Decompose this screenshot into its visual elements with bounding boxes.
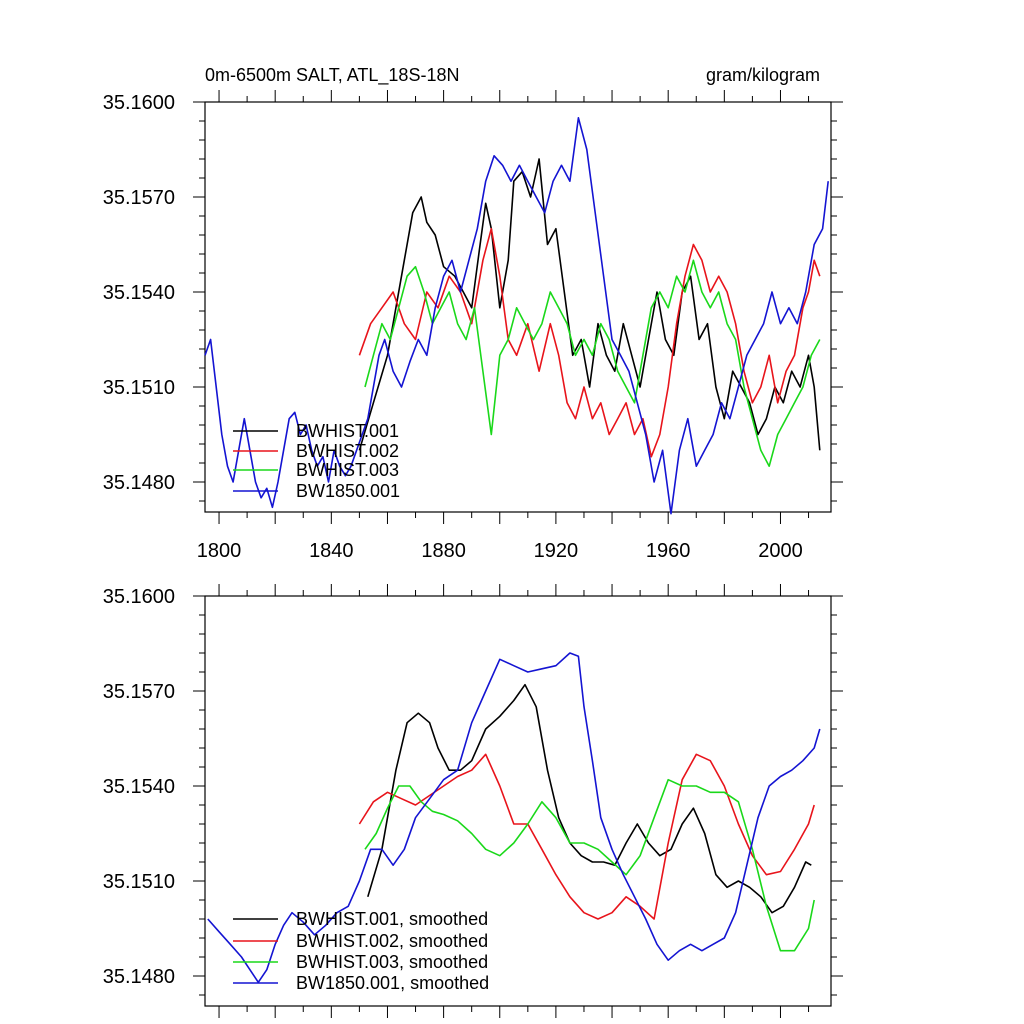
bottom-y-tick-labels: 35.1600 35.1570 35.1540 35.1510 35.1480 (103, 586, 175, 988)
y-tick-label: 35.1540 (103, 282, 175, 304)
y-tick-label: 35.1510 (103, 871, 175, 893)
top-x-tick-labels: 1800 1840 1880 1920 1960 2000 (197, 540, 803, 562)
x-tick-label: 1880 (421, 540, 466, 562)
top-plot-title: 0m-6500m SALT, ATL_18S-18N (205, 65, 459, 86)
top-panel: 0m-6500m SALT, ATL_18S-18N gram/kilogram… (103, 65, 843, 562)
y-tick-label: 35.1570 (103, 681, 175, 703)
legend-label: BW1850.001 (296, 481, 400, 501)
top-plot-units: gram/kilogram (706, 65, 820, 85)
bottom-plot-frame (204, 595, 832, 1007)
bottom-series-lines (207, 652, 821, 984)
y-tick-label: 35.1600 (103, 586, 175, 608)
bottom-panel: 35.1600 35.1570 35.1540 35.1510 35.1480 BWHI… (103, 584, 843, 1018)
legend-label: BWHIST.002 (296, 441, 399, 461)
y-tick-label: 35.1570 (103, 187, 175, 209)
series-line-bwhist-003 (364, 259, 821, 468)
x-tick-label: 1840 (309, 540, 354, 562)
legend-label: BWHIST.001 (296, 421, 399, 441)
top-plot-frame (204, 101, 832, 513)
x-tick-label: 1960 (646, 540, 691, 562)
legend-label: BWHIST.001, smoothed (296, 909, 488, 929)
x-tick-label: 2000 (758, 540, 803, 562)
x-tick-label: 1920 (534, 540, 579, 562)
series-line-bwhist-003-smoothed (364, 778, 815, 952)
y-tick-label: 35.1540 (103, 776, 175, 798)
y-tick-label: 35.1480 (103, 472, 175, 494)
legend-label: BWHIST.003 (296, 460, 399, 480)
bottom-axis-ticks (193, 584, 843, 1018)
x-tick-label: 1800 (197, 540, 242, 562)
top-axis-ticks (193, 90, 843, 524)
legend-label: BWHIST.002, smoothed (296, 931, 488, 951)
legend-label: BWHIST.003, smoothed (296, 952, 488, 972)
series-line-bw1850-001-smoothed (207, 652, 821, 984)
y-tick-label: 35.1480 (103, 966, 175, 988)
series-line-bwhist-001-smoothed (367, 683, 812, 914)
legend-label: BW1850.001, smoothed (296, 973, 489, 993)
series-line-bwhist-002 (358, 227, 821, 458)
top-series-lines (204, 117, 829, 515)
y-tick-label: 35.1510 (103, 377, 175, 399)
series-line-bw1850-001 (204, 117, 829, 515)
series-line-bwhist-002-smoothed (358, 753, 815, 920)
top-y-tick-labels: 35.1600 35.1570 35.1540 35.1510 35.1480 (103, 92, 175, 494)
y-tick-label: 35.1600 (103, 92, 175, 114)
